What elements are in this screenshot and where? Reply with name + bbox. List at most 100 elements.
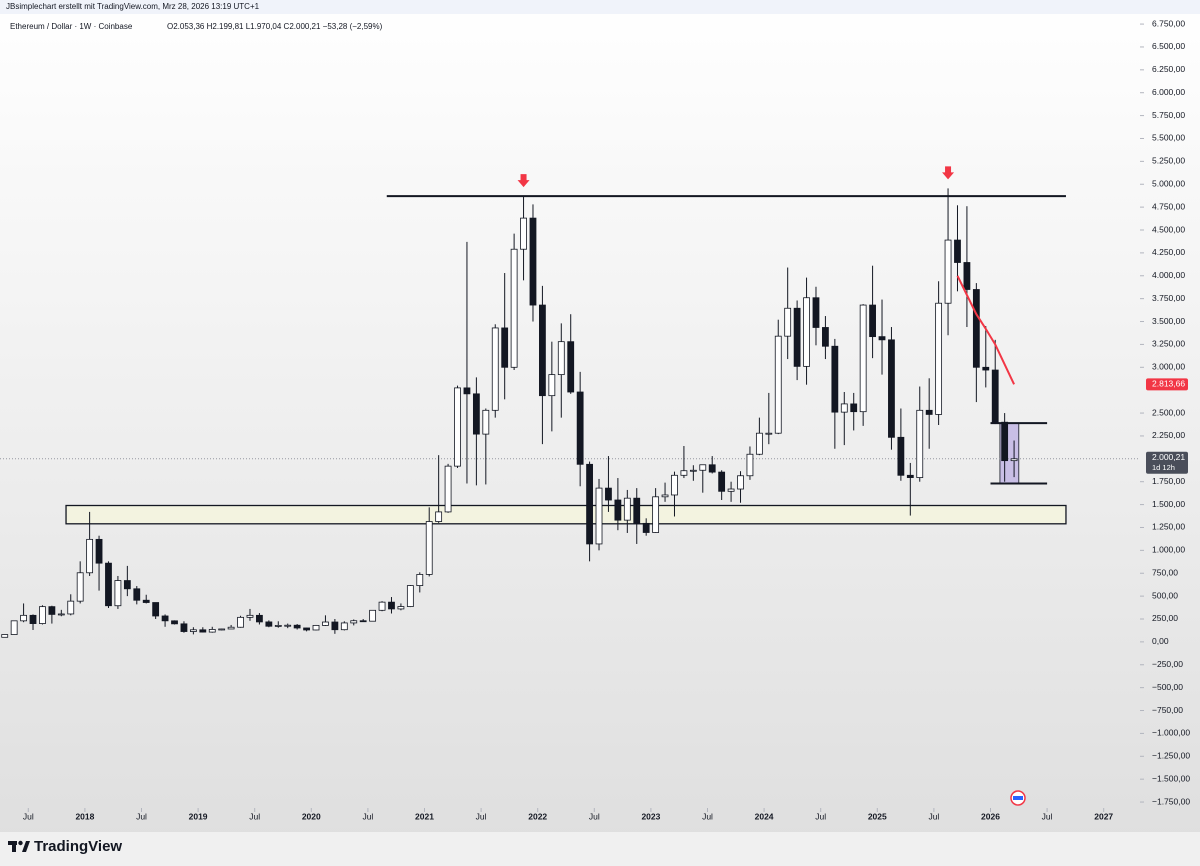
candle-body [482, 409, 490, 435]
candle-body [972, 289, 980, 368]
candle-body [274, 625, 282, 627]
x-tick-label: Jul [589, 811, 600, 821]
candle-body [878, 336, 886, 341]
candle-body [633, 497, 641, 524]
candle-body [454, 387, 461, 467]
x-tick-label: 2020 [302, 811, 321, 821]
support-zone [65, 504, 1067, 525]
candle-body [322, 621, 329, 626]
y-tick-label: 3.750,00 [1152, 293, 1185, 303]
y-tick-label: 4.000,00 [1152, 270, 1185, 280]
candle-body [652, 496, 660, 533]
candle-body [472, 393, 480, 435]
y-tick-label: −1.500,00 [1152, 773, 1190, 783]
y-tick-label: 4.500,00 [1152, 224, 1185, 234]
footer-bar [0, 832, 1200, 866]
candle-body [76, 572, 84, 602]
candle-body [425, 521, 433, 575]
y-tick-label: 6.250,00 [1152, 64, 1185, 74]
red-price-tag [1146, 378, 1188, 391]
candle-body [586, 463, 593, 545]
logo [8, 840, 30, 852]
y-tick-label: 3.000,00 [1152, 362, 1185, 372]
y-tick-label: 0,00 [1152, 636, 1169, 646]
candle-body [48, 606, 56, 615]
y-tick-label: 250,00 [1152, 613, 1178, 623]
y-tick-label: 4.250,00 [1152, 247, 1185, 257]
credit: JBsimplechart erstellt mit TradingView.c… [6, 2, 260, 11]
candle-body [416, 574, 424, 586]
candle-body [350, 620, 358, 624]
candle-body [699, 464, 707, 471]
candle-body [784, 307, 792, 337]
candle-body [463, 387, 471, 395]
candle-body [991, 369, 999, 423]
candle-body [746, 453, 754, 477]
candle-body [29, 614, 37, 624]
candle-body [133, 588, 141, 601]
y-tick-label: 2.500,00 [1152, 407, 1185, 417]
x-tick-label: Jul [702, 811, 713, 821]
candle-body [171, 620, 178, 625]
candle-body [557, 341, 565, 376]
candle-body [359, 620, 367, 623]
candle-body [510, 248, 518, 368]
y-tick-label: 5.000,00 [1152, 178, 1185, 188]
y-tick-label: −500,00 [1152, 682, 1183, 692]
candle-body [520, 217, 527, 250]
candle-body [57, 613, 65, 616]
y-tick-label: 1.500,00 [1152, 499, 1185, 509]
candle-body [595, 487, 603, 545]
candle-body [850, 403, 858, 413]
price-label: 2.000,21 [1152, 452, 1185, 462]
candle-body [614, 499, 622, 521]
candle-body [916, 409, 924, 478]
red-trend-line [956, 275, 1015, 385]
x-tick-label: Jul [362, 811, 373, 821]
candle-body [180, 623, 188, 632]
y-tick-label: 750,00 [1152, 567, 1178, 577]
price-tag [1146, 451, 1188, 474]
y-tick-label: 3.500,00 [1152, 316, 1185, 326]
candle-body [963, 262, 971, 290]
candle-body [406, 585, 414, 607]
candle-body [114, 580, 122, 607]
candle-body [605, 487, 612, 501]
candle-body [303, 627, 310, 631]
x-tick-label: 2026 [981, 811, 1000, 821]
candle-body [67, 600, 75, 615]
y-tick-label: 1.750,00 [1152, 476, 1185, 486]
candle-body [906, 474, 914, 478]
candle-body [944, 239, 952, 304]
x-tick-label: Jul [136, 811, 147, 821]
candle-body [142, 599, 150, 603]
candle-body [623, 497, 631, 521]
axes: −1.750,00 −1.500,00 −1.250,00 −1.000,00 −750… [23, 18, 1190, 821]
candle-body [246, 614, 254, 618]
red-price-label: 2.813,66 [1152, 379, 1185, 389]
candle-body [793, 307, 801, 367]
candle-body [86, 538, 94, 574]
candle-body [671, 474, 678, 496]
candle-body [822, 327, 829, 347]
y-tick-label: 1.250,00 [1152, 522, 1185, 532]
candle-body [123, 580, 131, 590]
x-tick-label: 2018 [75, 811, 94, 821]
event-icon [1010, 790, 1026, 806]
candle-body [888, 339, 895, 438]
peak-arrow [942, 166, 955, 180]
candle-body [39, 606, 46, 624]
candle-body [256, 614, 263, 623]
x-tick-label: Jul [1042, 811, 1053, 821]
candle-body [237, 616, 244, 628]
y-tick-label: −1.000,00 [1152, 728, 1190, 738]
candle-body [548, 374, 556, 397]
candle-body [1010, 458, 1018, 462]
candle-body [340, 622, 348, 631]
candle-body [812, 297, 820, 328]
candle-body [859, 304, 867, 413]
y-tick-label: 6.000,00 [1152, 87, 1185, 97]
y-tick-label: −750,00 [1152, 705, 1183, 715]
candle-body [95, 538, 103, 564]
